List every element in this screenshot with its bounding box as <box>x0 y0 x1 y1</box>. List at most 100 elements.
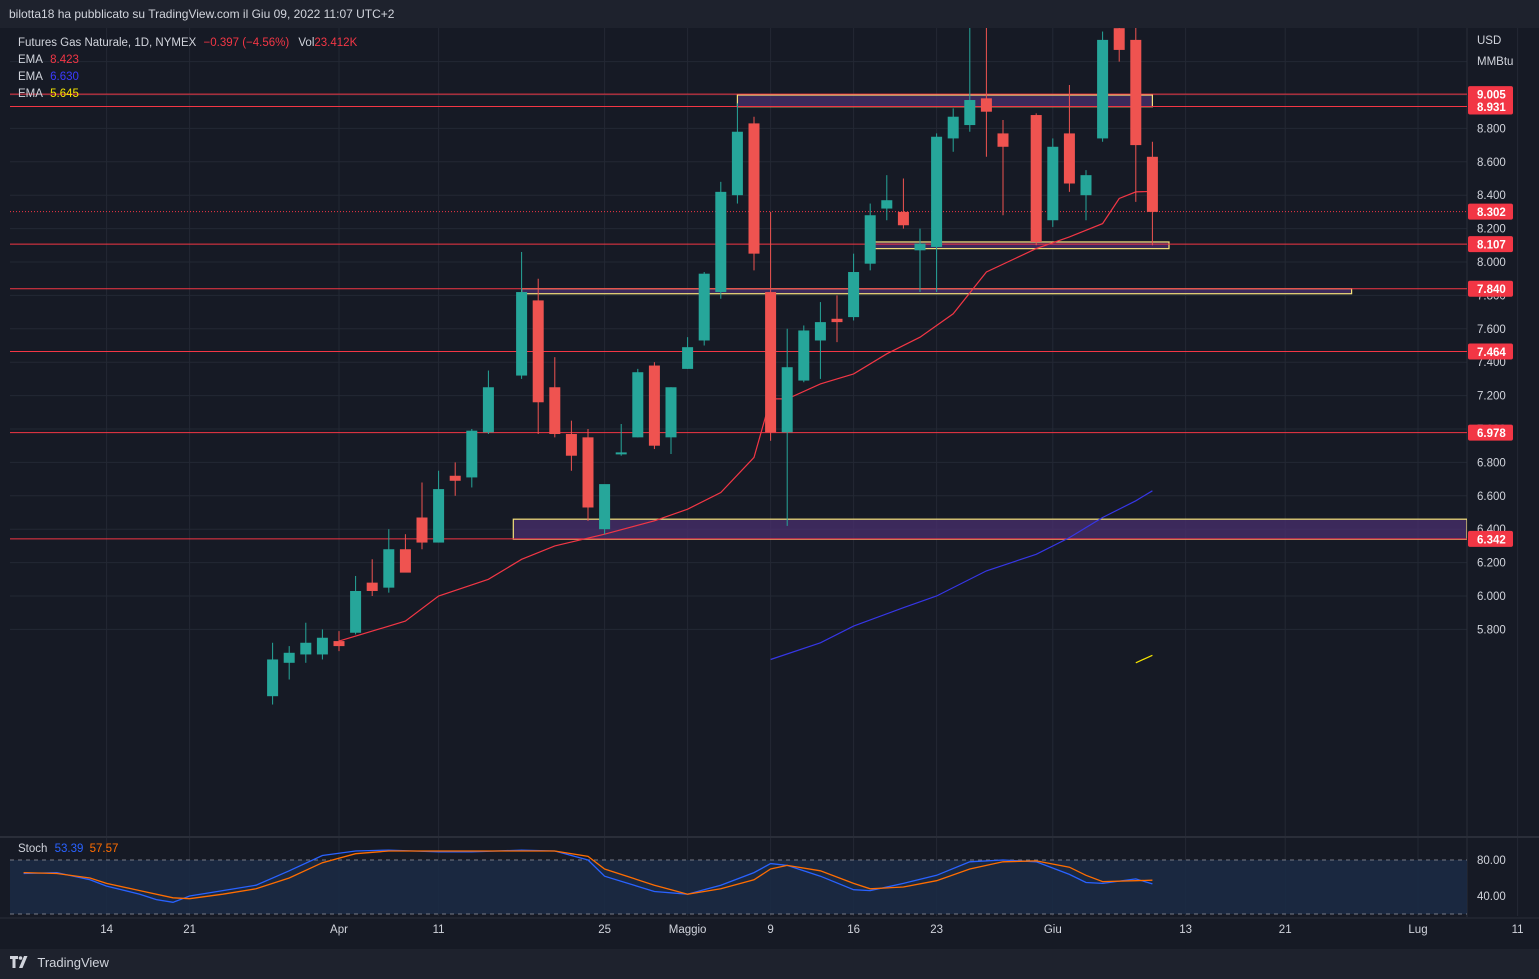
ema-label: EMA <box>18 71 43 83</box>
publish-header: bilotta18 ha pubblicato su TradingView.c… <box>0 0 1539 28</box>
price-axis: USDMMBtu5.8006.0006.2006.4006.6006.8007.… <box>1468 35 1513 903</box>
ema-row[interactable]: EMA 8.423 <box>18 52 357 69</box>
price-axis-unit: MMBtu <box>1477 56 1513 68</box>
candle-body <box>715 191 727 293</box>
candle-body <box>798 330 810 381</box>
price-tick-label: 8.400 <box>1477 190 1506 202</box>
candle <box>1113 28 1125 62</box>
candle <box>416 482 428 550</box>
chart-area[interactable]: USD MMBtu 5.800 6.000 6.200 6.400 6.600 6.800 7.… <box>0 28 1539 949</box>
candle-body <box>682 347 694 369</box>
tradingview-brand[interactable]: TradingView <box>37 955 109 970</box>
candle-body <box>864 215 876 264</box>
main-pane <box>10 28 1467 705</box>
candle <box>665 387 677 455</box>
candle-body <box>1097 39 1109 139</box>
price-level-badge-bg <box>1468 424 1513 441</box>
candle <box>997 120 1009 216</box>
candle-body <box>1030 115 1042 242</box>
candle <box>964 28 976 132</box>
stoch-pane <box>10 849 1467 915</box>
ema-value: 6.630 <box>50 71 79 83</box>
candle-body <box>549 387 561 435</box>
stoch-band-fill <box>10 860 1467 914</box>
stoch-k-line <box>23 849 1153 903</box>
candle-body <box>283 652 295 663</box>
candle <box>831 295 843 343</box>
candle <box>632 368 644 438</box>
candle-body <box>997 133 1009 147</box>
price-level-badge: 8.931 <box>1468 98 1513 115</box>
candle-body <box>582 437 594 508</box>
time-tick-label: 25 <box>598 924 611 936</box>
candle <box>283 646 295 680</box>
candle-body <box>516 292 528 376</box>
price-change: −0.397 (−4.56%) <box>203 37 290 49</box>
candle <box>648 362 660 450</box>
tradingview-logo-icon[interactable] <box>10 956 30 971</box>
time-tick-label: Giu <box>1044 924 1062 936</box>
price-tick-label: 6.000 <box>1477 591 1506 603</box>
price-level-badge-bg <box>1468 203 1513 220</box>
candle-body <box>848 272 860 318</box>
candle-body <box>350 590 362 633</box>
time-tick-label: 14 <box>100 924 113 936</box>
candle <box>350 575 362 635</box>
time-tick-label: Maggio <box>669 924 707 936</box>
price-level-badge-label: 7.464 <box>1477 347 1506 359</box>
candle <box>715 181 727 299</box>
candle <box>599 484 611 535</box>
candle <box>366 559 378 596</box>
candle <box>814 302 826 379</box>
candle-body <box>748 123 760 254</box>
candle <box>682 337 694 369</box>
candle-body <box>881 200 893 209</box>
candle-body <box>615 452 627 455</box>
candle-body <box>366 582 378 591</box>
chart-legend: Futures Gas Naturale, 1D, NYMEX −0.397 (… <box>18 35 357 103</box>
time-tick-label: Apr <box>330 924 348 936</box>
candle <box>1063 84 1075 192</box>
time-tick-label: Lug <box>1408 924 1427 936</box>
candle <box>532 278 544 435</box>
candle-body <box>648 365 660 446</box>
price-level-badge-label: 8.107 <box>1477 240 1506 252</box>
time-tick-label: 21 <box>183 924 196 936</box>
candle-body <box>980 98 992 112</box>
chart-canvas[interactable]: USDMMBtu5.8006.0006.2006.4006.6006.8007.… <box>0 28 1539 949</box>
candle <box>947 108 959 152</box>
candle <box>565 420 577 471</box>
price-level-badge: 7.464 <box>1468 343 1513 360</box>
candle <box>914 228 926 293</box>
candle-body <box>914 243 926 251</box>
candle <box>731 103 743 204</box>
candle <box>698 272 710 346</box>
stoch-legend[interactable]: Stoch 53.39 57.57 <box>18 843 118 855</box>
symbol-title[interactable]: Futures Gas Naturale, 1D, NYMEX <box>18 37 197 49</box>
ema-row[interactable]: EMA 6.630 <box>18 69 357 86</box>
candle-body <box>466 430 478 478</box>
stoch-d-line <box>23 850 1153 900</box>
candle-body <box>383 549 395 588</box>
ema-row[interactable]: EMA 5.645 <box>18 86 357 103</box>
price-level-badge-label: 7.840 <box>1477 284 1506 296</box>
price-level-badge-bg <box>1468 86 1513 103</box>
candle <box>897 178 909 229</box>
support-resistance-zone <box>512 518 1467 540</box>
ema-label: EMA <box>18 54 43 66</box>
candle-body <box>333 641 345 647</box>
price-level-badge: 8.302 <box>1468 203 1513 220</box>
price-tick-label: 6.600 <box>1477 491 1506 503</box>
candle-body <box>1130 39 1142 146</box>
price-level-badge-bg <box>1468 236 1513 253</box>
candle-body <box>665 387 677 438</box>
candle <box>267 642 279 705</box>
support-resistance-zone <box>736 94 1154 108</box>
stoch-d-value: 57.57 <box>89 843 119 855</box>
price-level-badge-label: 8.931 <box>1477 102 1506 114</box>
time-tick-label: 16 <box>847 924 860 936</box>
candle <box>549 357 561 438</box>
grid-lines <box>10 28 1519 916</box>
candle-body <box>482 387 494 433</box>
candle <box>433 470 445 543</box>
